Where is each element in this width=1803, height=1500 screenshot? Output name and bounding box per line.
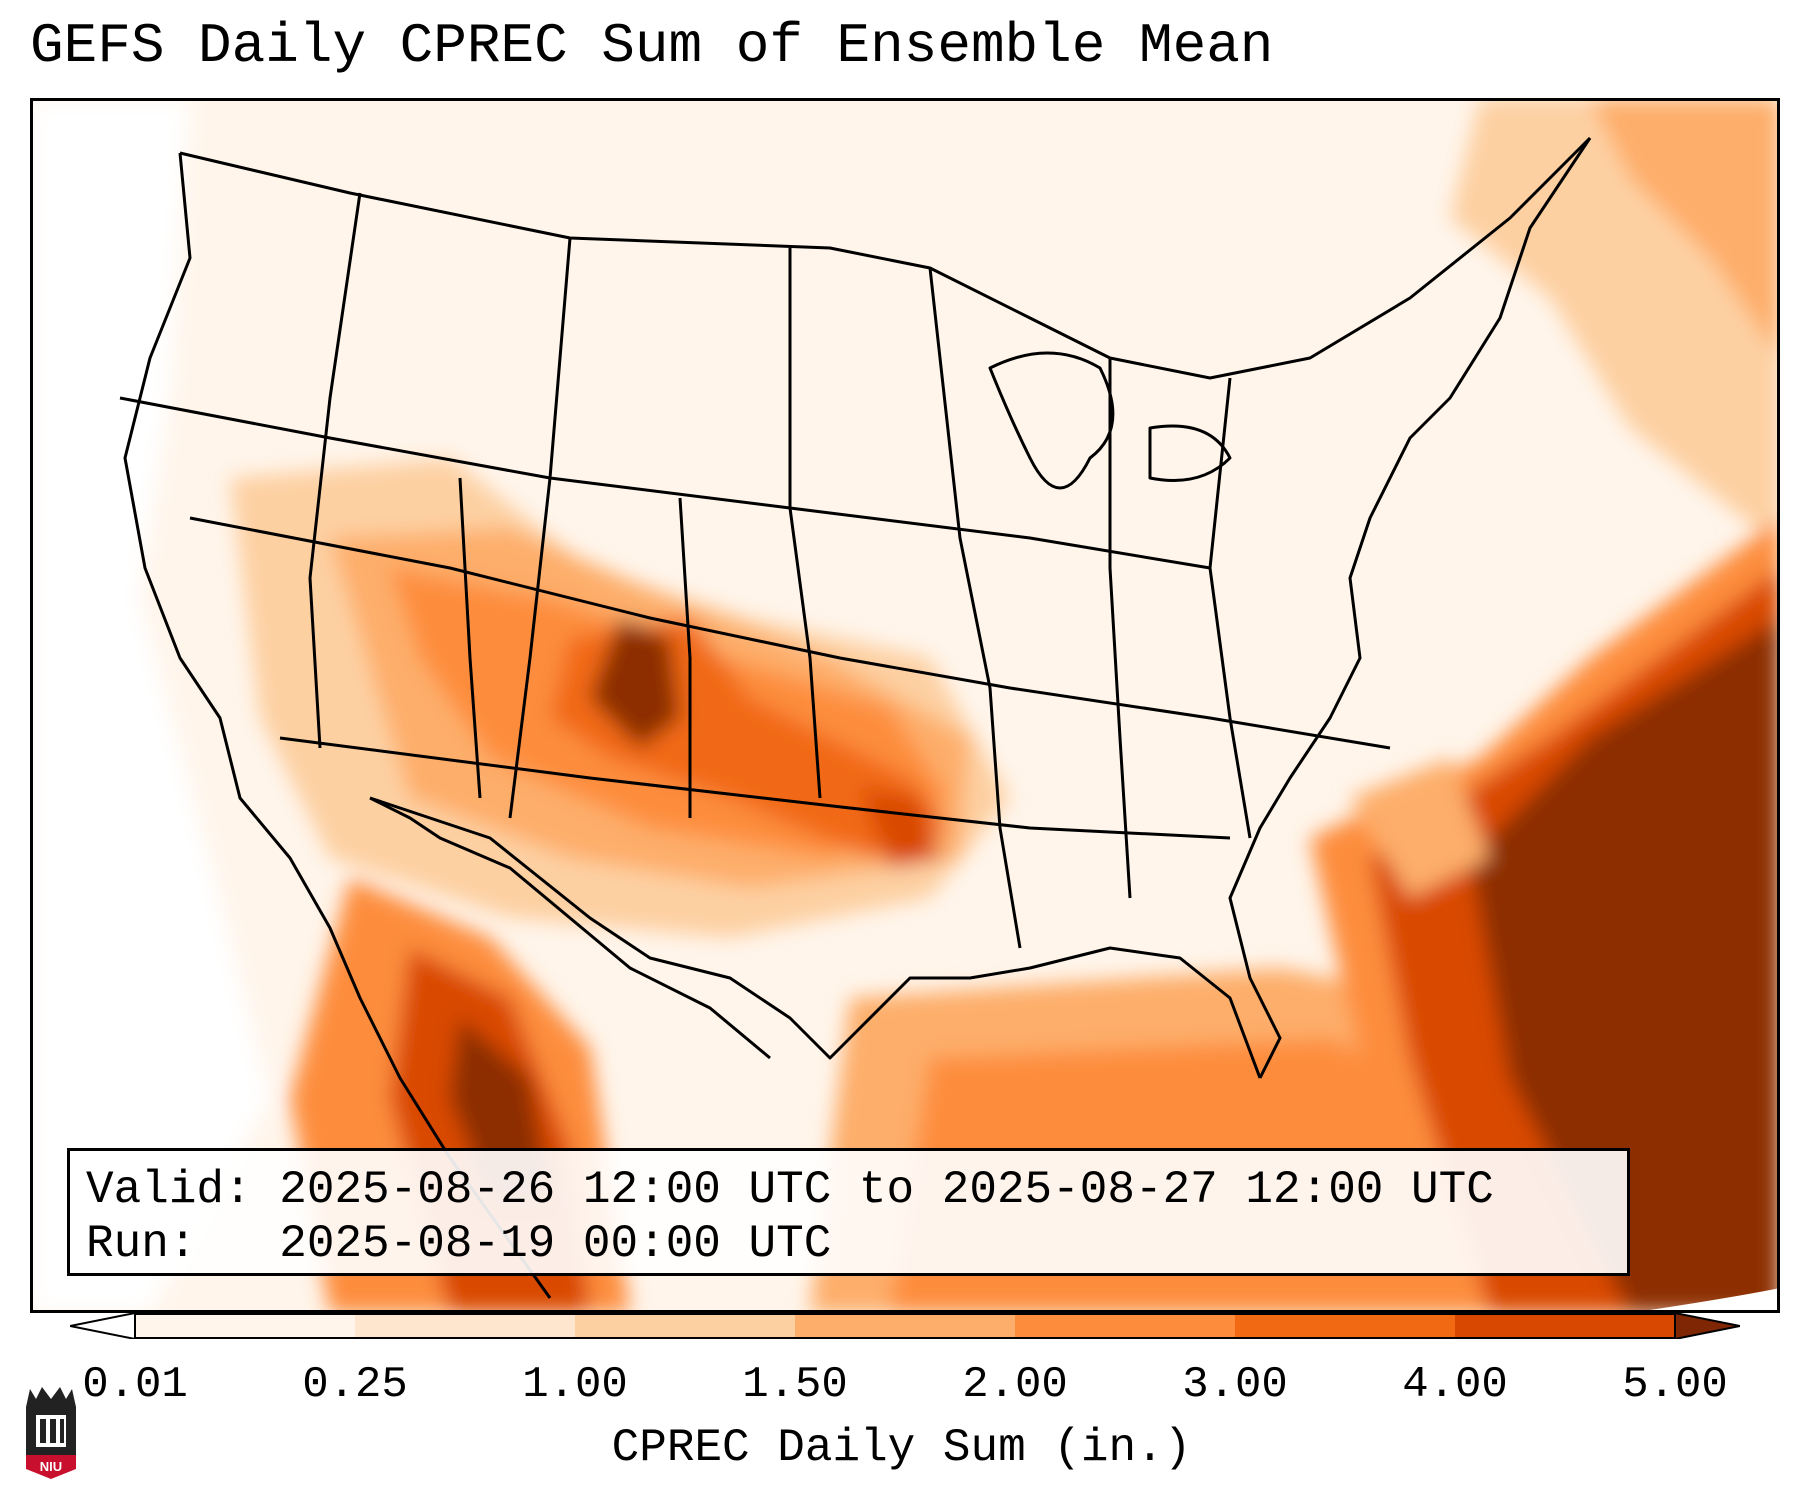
- boundaries: [119, 136, 1592, 1299]
- precipitation-map[interactable]: [30, 98, 1780, 1313]
- colorbar-label: CPREC Daily Sum (in.): [611, 1422, 1192, 1474]
- colorbar-tick-label: 2.00: [962, 1360, 1068, 1410]
- colorbar-tick-label: 5.00: [1622, 1360, 1728, 1410]
- valid-time-text: Valid: 2025-08-26 12:00 UTC to 2025-08-2…: [86, 1164, 1494, 1216]
- precip-field: [30, 98, 1780, 1313]
- projection-edge: [1630, 1288, 1780, 1313]
- colorbar-segment: [135, 1313, 356, 1339]
- colorbar-tick-label: 4.00: [1402, 1360, 1508, 1410]
- niu-logo-icon: NIU: [26, 1387, 76, 1479]
- colorbar-over-triangle: [1674, 1313, 1740, 1339]
- colorbar-segment: [1015, 1313, 1236, 1339]
- colorbar-tick-label: 0.01: [82, 1360, 188, 1410]
- colorbar-segment: [575, 1313, 796, 1339]
- colorbar-segment: [355, 1313, 576, 1339]
- colorbar-tick-label: 1.00: [522, 1360, 628, 1410]
- colorbar-tick-label: 3.00: [1182, 1360, 1288, 1410]
- logo-text: NIU: [40, 1459, 62, 1474]
- colorbar: [70, 1313, 1740, 1339]
- run-time-text: Run: 2025-08-19 00:00 UTC: [86, 1218, 832, 1270]
- colorbar-segment: [1235, 1313, 1456, 1339]
- info-box: Valid: 2025-08-26 12:00 UTC to 2025-08-2…: [67, 1148, 1630, 1276]
- colorbar-segment: [1455, 1313, 1676, 1339]
- colorbar-tick-label: 0.25: [302, 1360, 408, 1410]
- page-title: GEFS Daily CPREC Sum of Ensemble Mean: [30, 14, 1274, 78]
- colorbar-tick-label: 1.50: [742, 1360, 848, 1410]
- colorbar-segment: [795, 1313, 1016, 1339]
- colorbar-under-triangle: [70, 1313, 136, 1339]
